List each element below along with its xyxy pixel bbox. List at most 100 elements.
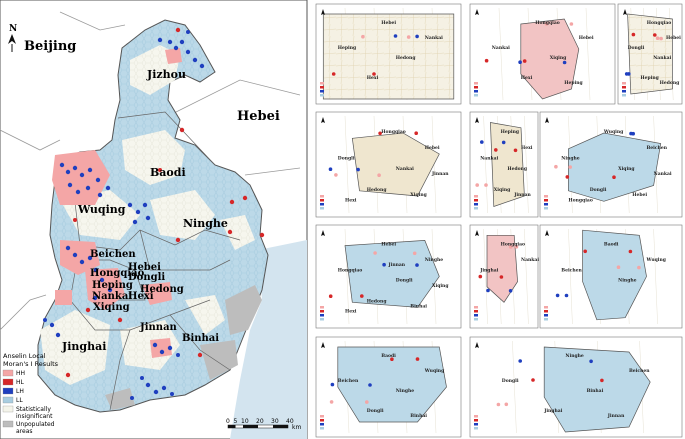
mini-legend-swatch — [544, 314, 548, 317]
north-arrow-icon — [475, 230, 479, 236]
cluster-point — [356, 167, 360, 172]
north-arrow-icon — [321, 117, 325, 123]
north-arrow-icon — [475, 342, 479, 348]
cluster-point — [624, 72, 629, 76]
panel-label: Binhai — [410, 413, 427, 419]
legend-label: HH — [16, 370, 25, 377]
cluster-point — [328, 167, 333, 171]
panel-label: Dongli — [367, 408, 384, 414]
panel-label: Wuqing — [646, 257, 667, 263]
cluster-point — [518, 60, 522, 64]
cluster-point — [373, 251, 377, 255]
cluster-point — [655, 36, 660, 40]
mini-legend-swatch — [474, 310, 478, 313]
cluster-point — [484, 183, 488, 187]
north-arrow-icon — [545, 117, 549, 123]
panel-label: Nankai — [396, 166, 414, 172]
cluster-point — [562, 60, 567, 65]
mini-legend-swatch — [320, 415, 324, 418]
district-shape — [344, 240, 440, 308]
legend-label: LL — [16, 397, 23, 404]
mini-legend-swatch — [474, 427, 478, 430]
cluster-point — [494, 148, 498, 152]
mini-legend-swatch — [320, 195, 324, 198]
panel-label: Jinghai — [479, 267, 498, 273]
scale-tick: 30 — [271, 418, 279, 425]
label-binhai: Binhai — [182, 333, 219, 344]
panel-label: Jinnan — [431, 171, 449, 177]
cluster-point — [415, 263, 419, 267]
mini-legend-swatch — [622, 82, 626, 85]
cluster-point — [544, 22, 549, 26]
scale-bar: 0 5 10 20 30 40 km — [226, 418, 301, 431]
cluster-point — [478, 274, 483, 279]
cluster-point — [504, 402, 509, 407]
panel-label: Beichen — [338, 378, 359, 384]
panel-dongli: Hebei Ninghe Hongqiao Dongli Hedong Binhai Hex… — [315, 224, 462, 329]
label-wuqing: Wuqing — [77, 203, 126, 216]
mini-legend-swatch — [474, 90, 478, 93]
cluster-point — [330, 382, 335, 387]
panel-label: Nankai — [425, 35, 443, 41]
panel-label: Dongli — [590, 187, 607, 193]
north-arrow-icon — [8, 34, 16, 52]
label-hebei-province: Hebei — [237, 109, 280, 124]
panel-label: Hexi — [521, 75, 533, 81]
north-arrow-icon — [321, 342, 325, 348]
mini-legend-swatch — [320, 314, 324, 317]
cluster-point — [514, 245, 519, 249]
legend-label: LH — [16, 388, 24, 395]
panel-label: Hongqiao — [535, 20, 559, 26]
mini-legend-swatch — [320, 90, 324, 93]
panel-ninghe: Baodi Wuqing Beichen Ninghe Dongli Binhai — [315, 336, 462, 438]
panel-label: Beichen — [561, 267, 582, 273]
district-shape — [627, 13, 673, 95]
cluster-point — [328, 294, 333, 299]
panel-label: Hedong — [660, 80, 681, 86]
scale-tick: 10 — [241, 418, 249, 425]
road-line — [568, 228, 573, 325]
panel-label: Xiqing — [550, 55, 567, 61]
mini-legend-swatch — [474, 314, 478, 317]
north-arrow-icon — [321, 9, 325, 15]
mini-legend-swatch — [474, 423, 478, 426]
legend-swatch — [2, 405, 14, 413]
legend-swatch — [2, 387, 14, 395]
panel-label: Hedong — [367, 298, 388, 304]
cluster-point — [501, 140, 506, 145]
label-heping: Heping — [92, 280, 133, 291]
label-ninghe: Ninghe — [183, 217, 228, 230]
label-dongli: Dongli — [128, 272, 165, 283]
panel-label: Wuqing — [424, 368, 445, 374]
main-map: N Beijing Hebei Jizhou Baodi Wuqing Ning… — [0, 0, 308, 439]
cluster-point — [475, 183, 480, 187]
scale-tick: 20 — [256, 418, 264, 425]
panel-label: Ninghe — [561, 155, 580, 161]
cluster-point — [360, 294, 364, 298]
road-line — [524, 115, 529, 214]
panel-grid: HebeiNankaiHepingHedongHexiHongqiaoHebei… — [315, 3, 683, 438]
panel-label: Beichen — [629, 368, 650, 374]
mini-legend-swatch — [320, 203, 324, 206]
cluster-point — [513, 148, 518, 153]
mini-legend-swatch — [320, 427, 324, 430]
panel-label: Hexi — [367, 75, 379, 81]
mini-legend-swatch — [474, 203, 478, 206]
cluster-point — [496, 402, 501, 407]
mini-legend-swatch — [544, 203, 548, 206]
legend-label: Unpopulated — [16, 421, 55, 428]
cluster-point — [377, 173, 381, 177]
road-line — [498, 7, 504, 101]
cluster-point — [329, 400, 334, 404]
mini-legend-swatch — [320, 199, 324, 202]
cluster-point — [600, 378, 604, 383]
district-shape — [490, 122, 525, 207]
mini-legend-swatch — [622, 94, 626, 97]
panel-label: Nankai — [654, 171, 672, 177]
mini-legend-swatch — [544, 318, 548, 321]
mini-legend-swatch — [474, 318, 478, 321]
cluster-point — [499, 275, 504, 279]
label-beijing: Beijing — [24, 39, 76, 54]
panel-heping: Hebei Nankai Heping Hedong Hexi — [315, 3, 462, 105]
